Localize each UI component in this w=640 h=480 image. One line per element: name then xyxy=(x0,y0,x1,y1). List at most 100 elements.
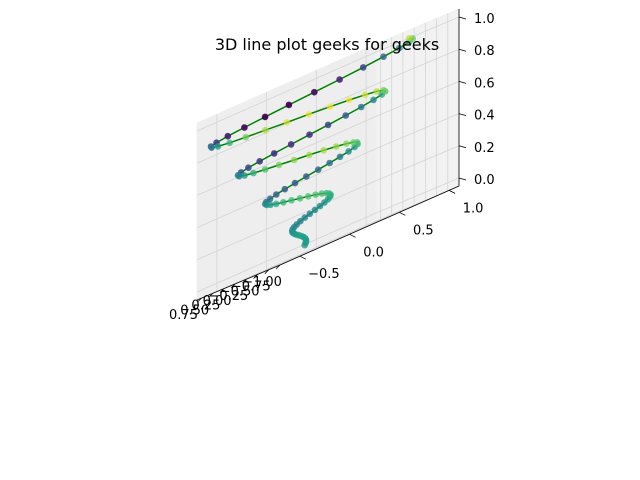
data-point xyxy=(343,140,350,147)
data-point xyxy=(261,113,269,121)
data-point xyxy=(224,132,232,140)
data-point xyxy=(318,190,326,197)
x-tick xyxy=(253,274,258,279)
tick-labels: −1.00−0.75−0.50−0.250.000.250.500.75 −0.5… xyxy=(169,12,495,323)
x-tick-label: 0.00 xyxy=(203,294,232,309)
data-point xyxy=(380,53,387,60)
z-tick xyxy=(458,145,467,149)
x-tick xyxy=(275,264,281,270)
data-point xyxy=(345,148,352,155)
data-point xyxy=(336,76,343,83)
y-tick xyxy=(399,211,406,216)
data-point xyxy=(290,156,298,164)
data-point xyxy=(288,197,295,204)
y-grid-line xyxy=(315,70,400,248)
data-point xyxy=(280,199,287,206)
y-tick-label: −0.5 xyxy=(308,267,340,282)
x-tick xyxy=(264,269,270,274)
data-point xyxy=(261,166,269,173)
data-point xyxy=(326,103,334,110)
z-tick-label: 0.0 xyxy=(474,173,495,188)
data-point xyxy=(316,202,324,210)
data-point xyxy=(272,200,280,208)
z-grid-line xyxy=(196,81,460,196)
data-point xyxy=(273,191,280,198)
z-tick-label: 0.2 xyxy=(474,141,495,156)
x-tick xyxy=(197,297,202,303)
data-point xyxy=(301,214,309,221)
data-point xyxy=(241,172,248,179)
data-point xyxy=(235,173,243,180)
z-tick-label: 0.4 xyxy=(474,109,495,124)
z-grid-line xyxy=(196,48,460,164)
data-point xyxy=(361,91,369,99)
data-point xyxy=(306,151,313,159)
data-point xyxy=(342,112,350,119)
data-point xyxy=(250,169,257,177)
data-point xyxy=(275,161,283,169)
y-axis-line xyxy=(279,185,460,266)
z-tick-label: 1.0 xyxy=(474,12,495,27)
z-grid-line xyxy=(196,145,460,261)
data-point xyxy=(332,143,340,150)
z-tick xyxy=(458,81,467,84)
data-point xyxy=(287,141,295,148)
data-point xyxy=(214,143,222,150)
data-point xyxy=(324,121,332,129)
data-point xyxy=(312,191,319,198)
data-point xyxy=(326,159,333,167)
data-point xyxy=(336,153,344,161)
y-tick xyxy=(448,190,456,194)
z-tick xyxy=(458,48,467,52)
y-tick xyxy=(299,255,307,260)
data-point xyxy=(262,126,269,134)
data-point xyxy=(320,147,327,154)
data-point xyxy=(256,158,264,165)
x-tick-label: −0.75 xyxy=(231,280,271,295)
data-point xyxy=(306,131,313,138)
data-point xyxy=(245,164,252,171)
axis-lines xyxy=(196,9,460,301)
y-tick-label: 0.0 xyxy=(363,245,384,260)
data-point xyxy=(267,201,274,209)
data-point xyxy=(359,64,367,71)
z-grid-line xyxy=(196,113,460,228)
z-grid-line xyxy=(196,16,460,132)
z-tick xyxy=(458,16,467,20)
z-tick xyxy=(458,113,467,116)
x-tick-label: −0.25 xyxy=(208,289,248,304)
z-grid-line xyxy=(196,177,460,293)
data-point xyxy=(357,103,365,111)
data-point xyxy=(380,86,387,94)
data-point xyxy=(304,193,312,200)
y-tick-label: 1.0 xyxy=(463,201,484,216)
data-point xyxy=(283,119,291,126)
x-tick xyxy=(242,278,247,284)
x-axis-line xyxy=(196,264,281,301)
data-point xyxy=(226,139,233,147)
x-tick xyxy=(230,283,236,289)
y-grid-line xyxy=(365,48,450,227)
data-series xyxy=(207,34,417,249)
data-point xyxy=(299,233,306,240)
z-tick-label: 0.6 xyxy=(474,76,495,91)
data-point xyxy=(291,179,299,187)
data-point xyxy=(370,96,377,104)
data-point xyxy=(406,34,413,42)
data-point xyxy=(373,88,381,95)
x-tick-label: −1.00 xyxy=(242,275,282,290)
y-tick-label: 0.5 xyxy=(413,223,434,238)
data-point xyxy=(281,185,289,193)
data-point xyxy=(208,144,215,151)
y-grid-line xyxy=(266,92,350,270)
data-point xyxy=(270,150,278,157)
data-point xyxy=(311,206,319,214)
data-point xyxy=(350,139,357,146)
x-tick xyxy=(208,293,213,298)
z-tick-label: 0.8 xyxy=(474,44,495,59)
data-point xyxy=(311,88,318,96)
x-tick-label: 0.75 xyxy=(169,308,198,323)
data-point xyxy=(241,124,248,131)
